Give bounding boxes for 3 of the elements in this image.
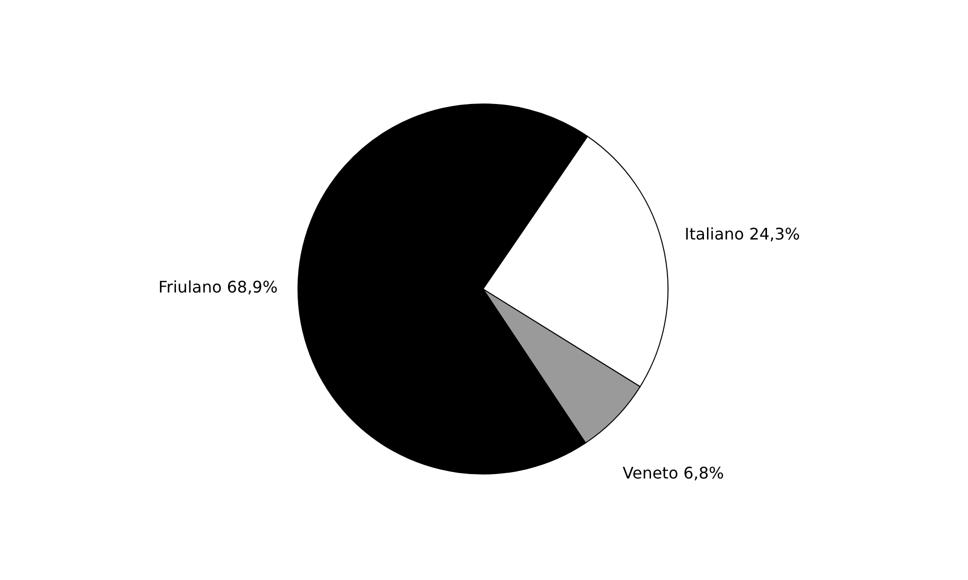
slice-label: Friulano 68,9% [158, 277, 278, 296]
slice-label: Veneto 6,8% [622, 463, 724, 482]
slice-label: Italiano 24,3% [684, 224, 800, 244]
